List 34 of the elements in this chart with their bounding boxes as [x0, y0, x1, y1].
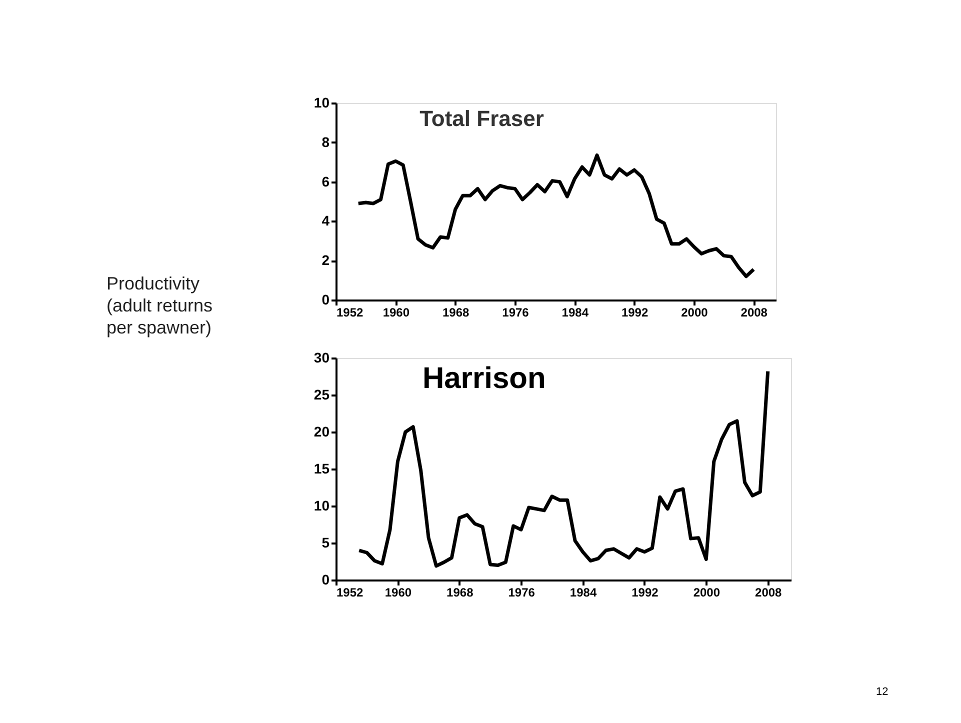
x-tick-label: 1984 — [562, 306, 589, 320]
chart-title: Total Fraser — [420, 106, 544, 131]
x-tick-label: 1952 — [336, 306, 364, 320]
text: 12 — [876, 686, 888, 698]
x-tick-label: 1968 — [442, 306, 470, 320]
y-tick-label: 6 — [322, 173, 330, 190]
x-tick-label: 1968 — [446, 586, 474, 600]
x-tick-label: 1992 — [632, 586, 659, 600]
x-tick-label: 1976 — [508, 586, 536, 600]
chart-title: Harrison — [422, 362, 546, 395]
y-tick-label: 20 — [314, 424, 330, 440]
y-tick-label: 0 — [322, 572, 330, 588]
y-tick-label: 15 — [314, 460, 330, 476]
y-tick-label: 2 — [322, 252, 330, 268]
x-tick-label: 2000 — [693, 586, 720, 600]
x-tick-label: 2000 — [681, 306, 708, 320]
y-tick-label: 25 — [314, 386, 330, 402]
y-axis-title: Productivity (adult returns per spawner) — [106, 274, 213, 338]
x-tick-label: 2008 — [740, 306, 768, 320]
x-tick-label: 1976 — [502, 306, 530, 320]
x-tick-label: 1992 — [621, 306, 648, 320]
y-tick-label: 10 — [314, 94, 330, 110]
x-tick-label: 2008 — [755, 586, 782, 600]
y-tick-label: 10 — [314, 498, 330, 514]
x-tick-label: 1960 — [384, 586, 412, 600]
x-tick-label: 1952 — [336, 586, 364, 600]
y-tick-label: 30 — [314, 350, 330, 366]
y-tick-label: 0 — [322, 292, 330, 308]
y-tick-label: 4 — [322, 212, 330, 229]
line-series — [356, 153, 756, 278]
x-tick-label: 1960 — [382, 306, 410, 320]
y-tick-label: 5 — [322, 534, 330, 550]
x-tick-label: 1984 — [570, 586, 597, 600]
y-tick-label: 8 — [322, 134, 330, 150]
